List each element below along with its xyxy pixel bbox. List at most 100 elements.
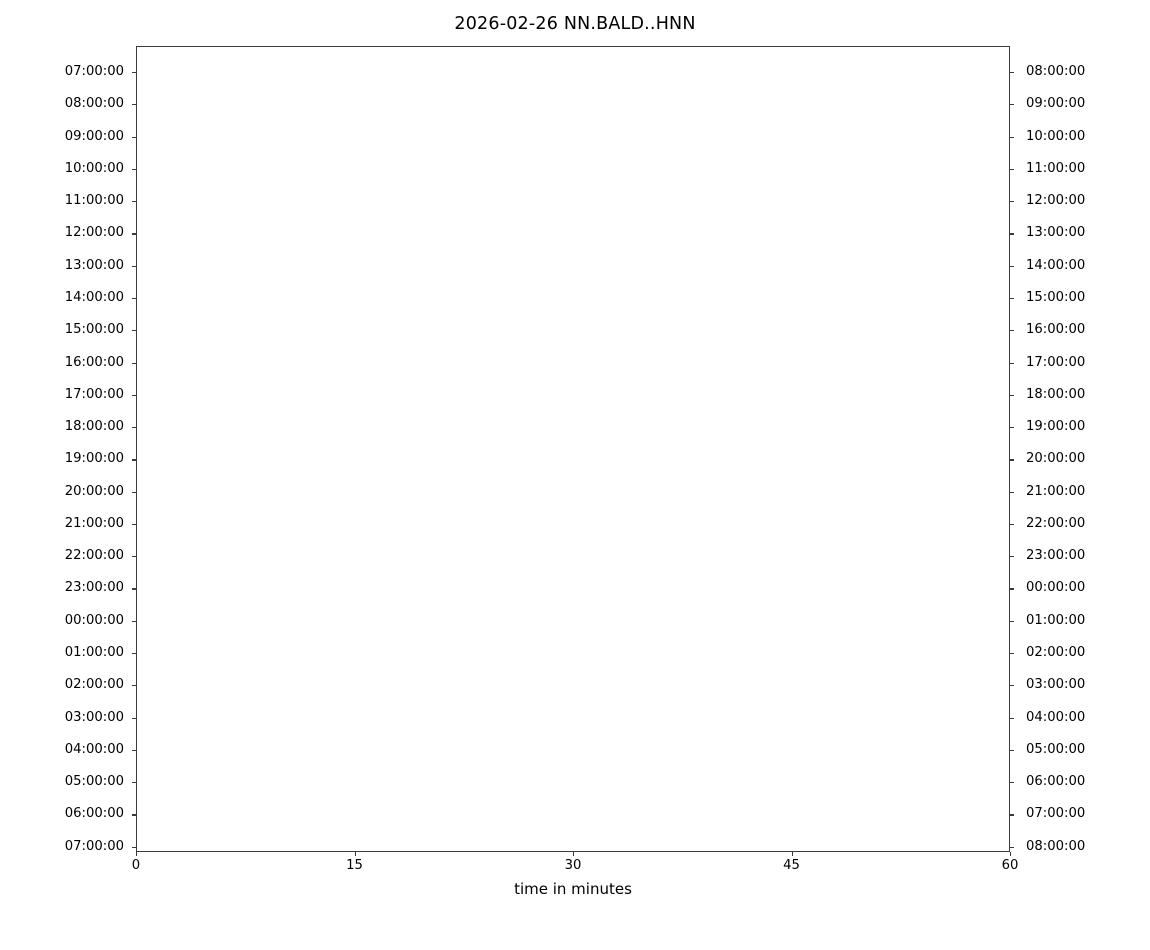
y-tick-label-right-6: 14:00:00 [1026,257,1086,273]
y-tick-label-right-9: 17:00:00 [1026,354,1086,370]
y-tick-mark-right-18 [1010,653,1015,655]
y-tick-mark-right-4 [1010,201,1015,203]
y-tick-label-right-4: 12:00:00 [1026,193,1086,209]
y-tick-mark-left-20 [131,717,136,719]
y-tick-label-right-18: 02:00:00 [1026,645,1086,661]
y-tick-label-left-11: 18:00:00 [64,419,124,435]
y-tick-mark-right-12 [1010,459,1015,461]
y-tick-mark-left-1 [131,104,136,106]
y-tick-mark-left-16 [131,588,136,590]
y-tick-mark-right-15 [1010,556,1015,558]
y-tick-label-left-10: 17:00:00 [64,386,124,402]
y-tick-label-right-17: 01:00:00 [1026,612,1086,628]
y-tick-mark-left-13 [131,491,136,493]
y-tick-label-left-24: 07:00:00 [64,838,124,854]
x-tick-label-0: 0 [131,858,141,873]
trace-canvas [137,47,1010,852]
x-tick-mark-1 [354,852,356,857]
y-tick-label-left-3: 10:00:00 [64,160,124,176]
y-tick-mark-right-5 [1010,233,1015,235]
y-tick-mark-right-17 [1010,620,1015,622]
y-tick-label-left-0: 07:00:00 [64,64,124,79]
x-tick-label-4: 60 [1001,858,1019,873]
y-tick-label-left-7: 14:00:00 [64,289,124,305]
y-tick-mark-left-0 [131,72,136,74]
y-tick-label-left-2: 09:00:00 [64,128,124,144]
y-tick-label-right-3: 11:00:00 [1026,160,1086,176]
x-axis-label: time in minutes [514,880,632,898]
y-tick-mark-left-8 [131,330,136,332]
y-tick-label-left-18: 01:00:00 [64,645,124,661]
y-tick-mark-left-17 [131,620,136,622]
y-tick-mark-right-6 [1010,265,1015,267]
y-tick-label-right-19: 03:00:00 [1026,677,1086,693]
y-tick-label-right-13: 21:00:00 [1026,483,1086,499]
y-tick-label-left-14: 21:00:00 [64,515,124,531]
y-tick-mark-right-14 [1010,523,1015,526]
y-tick-mark-right-10 [1010,394,1015,396]
y-tick-mark-left-18 [131,653,136,655]
x-tick-mark-4 [1010,852,1012,857]
y-tick-mark-right-11 [1010,427,1015,429]
y-tick-mark-right-7 [1010,297,1015,300]
y-tick-label-left-8: 15:00:00 [64,322,124,338]
plot-title: 2026-02-26 NN.BALD..HNN [454,14,696,34]
y-tick-label-right-0: 08:00:00 [1026,64,1086,79]
y-tick-mark-left-5 [131,233,136,235]
y-tick-label-left-16: 23:00:00 [64,580,124,596]
y-tick-mark-left-19 [131,685,136,687]
y-tick-mark-left-15 [131,556,136,558]
y-tick-mark-right-13 [1010,491,1015,493]
x-tick-mark-0 [136,852,138,857]
y-tick-mark-left-9 [131,362,136,364]
y-tick-label-left-23: 06:00:00 [64,806,124,822]
plot-area [136,46,1010,852]
y-tick-label-right-21: 05:00:00 [1026,741,1086,757]
y-tick-label-left-12: 19:00:00 [64,451,124,467]
y-tick-label-right-22: 06:00:00 [1026,774,1086,790]
y-tick-mark-left-11 [131,427,136,429]
y-tick-label-left-5: 12:00:00 [64,225,124,241]
y-tick-label-right-5: 13:00:00 [1026,225,1086,241]
y-tick-label-right-2: 10:00:00 [1026,128,1086,144]
y-tick-mark-right-19 [1010,685,1015,687]
x-tick-label-1: 15 [346,858,363,873]
y-tick-label-right-11: 19:00:00 [1026,419,1086,435]
y-tick-mark-right-8 [1010,330,1015,332]
y-tick-label-right-8: 16:00:00 [1026,322,1086,338]
y-tick-label-left-1: 08:00:00 [64,96,124,112]
y-tick-label-right-1: 09:00:00 [1026,96,1086,112]
x-tick-label-2: 30 [564,858,582,873]
y-tick-mark-left-12 [131,459,136,461]
y-tick-label-right-16: 00:00:00 [1026,580,1086,596]
y-tick-mark-right-9 [1010,362,1015,364]
y-tick-label-left-6: 13:00:00 [64,257,124,273]
y-tick-label-right-20: 04:00:00 [1026,709,1086,725]
y-tick-label-right-14: 22:00:00 [1026,515,1086,531]
y-tick-label-left-17: 00:00:00 [64,612,124,628]
y-tick-mark-left-3 [131,168,136,170]
y-tick-mark-right-16 [1010,588,1015,590]
y-tick-label-left-19: 02:00:00 [64,677,124,693]
y-tick-label-right-23: 07:00:00 [1026,806,1086,822]
y-tick-mark-left-10 [131,394,136,396]
y-tick-mark-left-23 [131,814,136,816]
y-tick-mark-left-21 [131,749,136,752]
y-tick-label-left-22: 05:00:00 [64,774,124,790]
y-tick-mark-left-24 [131,846,136,848]
x-tick-label-3: 45 [783,858,800,873]
y-tick-label-right-7: 15:00:00 [1026,289,1086,305]
y-tick-mark-left-4 [131,201,136,203]
y-tick-mark-right-2 [1010,136,1015,138]
y-tick-label-left-20: 03:00:00 [64,709,124,725]
y-tick-mark-right-1 [1010,104,1015,106]
y-tick-mark-right-22 [1010,782,1015,784]
y-tick-mark-right-23 [1010,814,1015,816]
y-tick-label-left-13: 20:00:00 [64,483,124,499]
y-tick-mark-left-14 [131,523,136,526]
y-tick-mark-left-22 [131,782,136,784]
y-tick-mark-left-6 [131,265,136,267]
y-tick-mark-right-0 [1010,72,1015,74]
x-tick-mark-3 [791,852,793,857]
y-tick-mark-right-20 [1010,717,1015,719]
